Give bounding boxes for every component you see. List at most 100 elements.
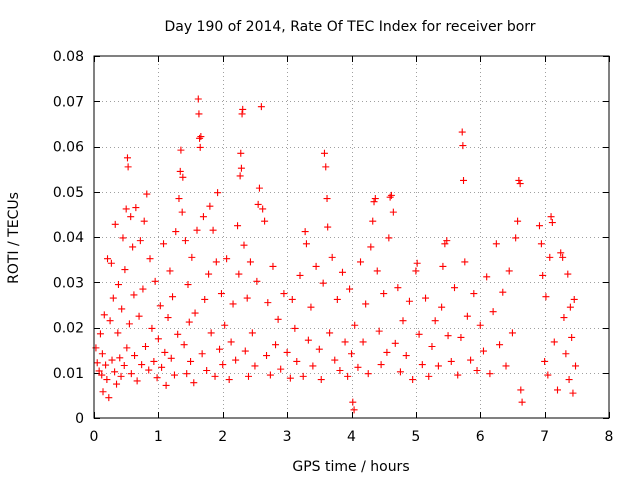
data-point: [454, 371, 462, 379]
x-tick-label: 1: [154, 429, 163, 445]
data-point: [254, 200, 262, 208]
data-point: [351, 321, 359, 329]
data-point: [425, 372, 433, 380]
data-point: [309, 362, 317, 370]
x-tick-labels: 0 1 2 3 4 5 6 7 8: [90, 429, 614, 445]
data-point: [322, 163, 330, 171]
data-point: [140, 217, 148, 225]
y-tick-labels: 0 0.01 0.02 0.03 0.04 0.05 0.06 0.07 0.08: [53, 49, 84, 427]
data-point: [323, 195, 331, 203]
data-point: [123, 154, 131, 162]
data-point: [296, 271, 304, 279]
data-point: [439, 262, 447, 270]
data-point: [205, 270, 213, 278]
data-point: [293, 357, 301, 365]
data-point: [438, 303, 446, 311]
data-point: [514, 217, 522, 225]
data-point: [550, 338, 558, 346]
data-point: [467, 356, 475, 364]
data-point: [156, 302, 164, 310]
data-point: [443, 237, 451, 245]
data-point: [412, 267, 420, 275]
data-point: [364, 370, 372, 378]
data-point: [130, 291, 138, 299]
data-point: [139, 285, 147, 293]
data-point: [371, 195, 379, 203]
data-point: [143, 190, 151, 198]
data-point: [338, 268, 346, 276]
data-point: [560, 314, 568, 322]
data-point: [223, 255, 231, 263]
data-point: [261, 217, 269, 225]
data-point: [197, 133, 205, 141]
data-point: [434, 362, 442, 370]
y-tick-label: 0.03: [53, 275, 84, 291]
data-point: [357, 258, 365, 266]
data-point: [214, 189, 222, 197]
data-point: [544, 371, 552, 379]
data-point: [240, 241, 248, 249]
data-point: [129, 243, 137, 251]
data-point: [253, 277, 261, 285]
data-point: [198, 350, 206, 358]
data-point: [569, 389, 577, 397]
data-point: [299, 372, 307, 380]
data-point: [492, 240, 500, 248]
data-point: [304, 336, 312, 344]
data-point: [183, 370, 191, 378]
data-point: [117, 372, 125, 380]
data-point: [505, 267, 513, 275]
data-point: [225, 376, 233, 384]
data-point: [512, 234, 520, 242]
data-point: [444, 332, 452, 340]
data-point: [473, 366, 481, 374]
data-point: [106, 317, 114, 325]
data-point: [127, 370, 135, 378]
data-point: [148, 324, 156, 332]
data-point: [257, 103, 265, 111]
data-point: [153, 374, 161, 382]
data-point: [172, 228, 180, 236]
data-point: [350, 406, 358, 414]
data-point: [122, 205, 130, 213]
data-point: [98, 371, 106, 379]
data-point: [516, 180, 524, 188]
data-point: [190, 379, 198, 387]
data-point: [246, 258, 254, 266]
data-point: [315, 345, 323, 353]
data-point: [185, 318, 193, 326]
data-point: [180, 341, 188, 349]
data-point: [272, 341, 280, 349]
data-point: [564, 270, 572, 278]
y-tick-label: 0.07: [53, 94, 84, 110]
data-point: [239, 105, 247, 113]
data-point: [217, 290, 225, 298]
plot-frame: [93, 55, 610, 419]
data-point: [554, 386, 561, 394]
data-point: [518, 398, 526, 406]
data-point: [566, 303, 574, 311]
data-point: [288, 295, 296, 303]
data-point: [142, 343, 149, 351]
data-point: [237, 149, 245, 157]
data-point: [463, 312, 471, 320]
data-point: [133, 377, 141, 385]
grid-lines: [94, 56, 609, 418]
data-point: [370, 198, 378, 206]
data-point: [219, 361, 227, 369]
data-point: [402, 352, 410, 360]
data-point: [422, 294, 430, 302]
x-tick-label: 0: [90, 429, 99, 445]
x-axis-label: GPS time / hours: [292, 459, 409, 475]
data-point: [132, 204, 140, 212]
data-point: [114, 329, 122, 337]
data-point: [177, 146, 185, 154]
data-point: [145, 366, 153, 374]
data-point: [377, 361, 385, 369]
data-point: [451, 284, 458, 292]
data-point: [548, 219, 556, 227]
data-point: [114, 281, 122, 289]
data-point: [104, 255, 112, 263]
